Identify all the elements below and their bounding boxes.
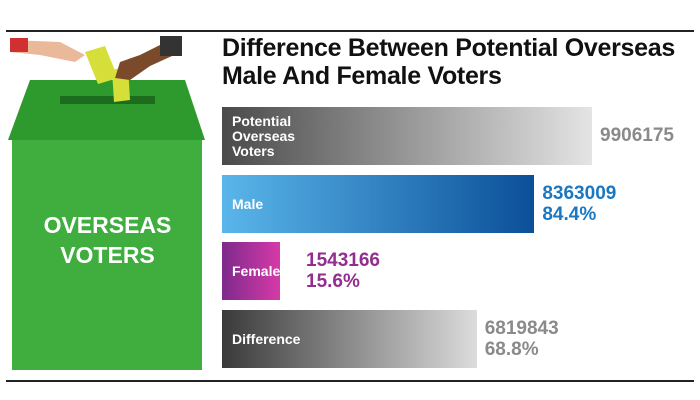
bar: [222, 107, 592, 165]
ballot-box: [8, 36, 205, 370]
value-label: 9906175: [600, 125, 674, 146]
share-label: 15.6%: [306, 271, 360, 292]
hand: [10, 40, 85, 62]
value-label: 8363009: [542, 183, 617, 204]
share-label: 84.4%: [542, 204, 597, 225]
ballot: [85, 46, 118, 84]
bar-label: Female: [232, 262, 281, 279]
bar-label: Male: [232, 195, 264, 212]
sleeve: [160, 36, 182, 56]
box-label: OVERSEAS VOTERS: [43, 212, 172, 268]
frame: [6, 30, 694, 382]
box-body: [12, 130, 202, 370]
share-label: 68.8%: [484, 339, 539, 360]
hand: [115, 40, 172, 80]
bar-label: Difference: [232, 330, 301, 347]
bar: [222, 310, 477, 368]
chart-title: Difference Between Potential Overseas Ma…: [222, 34, 675, 90]
box-lid: [8, 80, 205, 140]
bar: [222, 175, 535, 233]
value-label: 6819843: [484, 318, 559, 339]
sleeve: [10, 38, 28, 52]
bar-label: Potential Overseas Voters: [232, 112, 296, 159]
bar: [222, 242, 280, 300]
box-slot: [60, 96, 155, 104]
value-label: 1543166: [306, 250, 380, 271]
